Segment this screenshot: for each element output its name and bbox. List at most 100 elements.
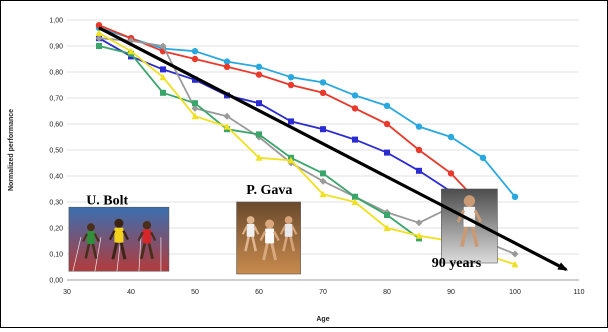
masters-runner-arm [291,226,298,235]
sprinter-arm [150,231,157,242]
data-point-series-5 [384,212,390,218]
x-axis-title: Age [316,316,329,323]
sprinter-head [87,223,95,232]
data-point-series-6 [287,156,295,164]
data-point-series-2 [255,71,263,78]
y-tick-label: 0,10 [49,252,63,259]
data-point-series-3 [288,118,294,125]
data-point-series-6 [383,224,391,231]
data-point-series-2 [95,22,103,29]
sprinter-torso [87,231,95,245]
data-point-series-1 [511,193,519,200]
elderly-runner-arm [473,209,483,223]
masters-runner-torso [246,223,255,237]
annotation-label: U. Bolt [86,194,128,209]
x-tick-label: 90 [447,289,455,296]
data-point-series-2 [287,81,295,89]
annotation-label: P. Gava [246,183,292,198]
x-tick-label: 100 [509,289,521,296]
masters-runner-arm [253,226,260,235]
sprinter-leg [111,242,119,260]
data-point-series-1 [223,58,231,65]
series-line-2 [98,24,484,208]
data-point-series-1 [191,48,199,55]
line-chart: 0,00 0,10 0,20 0,30 0,40 0,50 0,60 0,70 0,80 0,90… [8,18,585,324]
masters-runner-arm [241,226,248,235]
data-point-series-3 [384,149,390,156]
data-point-series-6 [223,123,231,130]
masters-runner-leg [270,243,278,261]
data-point-series-2 [351,105,359,112]
data-point-series-1 [447,133,455,141]
data-point-series-4 [415,219,423,227]
data-point-series-6 [159,73,167,81]
masters-runner-arm [273,230,280,242]
y-tick-label: 0,30 [49,200,63,207]
data-point-series-4 [223,112,231,120]
sprinter-leg [139,243,147,260]
y-tick-label: 0,50 [49,148,63,155]
data-point-series-5 [96,43,102,49]
elderly-runner-photo [441,188,498,264]
masters-runner-torso [284,223,293,237]
x-tick-label: 40 [127,289,135,296]
data-point-series-1 [383,102,391,110]
y-tick-label: 0,80 [49,70,63,77]
track-lane-line [116,237,122,272]
data-point-series-1 [479,154,487,161]
x-tick-label: 80 [383,289,391,296]
y-tick-label: 0,60 [49,122,63,129]
sprinter-leg [84,243,91,259]
masters-runner-head [284,216,293,224]
sprinter-arm [122,230,129,241]
sprinter-arm [82,233,88,242]
annotation-label: 90 years [432,256,482,271]
data-point-series-6 [351,198,359,205]
masters-runner-head [246,216,255,224]
data-point-series-4 [95,34,103,42]
sprinter-torso [114,227,124,243]
trend-arrow [98,26,568,272]
x-tick-label: 70 [319,289,327,296]
data-point-series-6 [415,232,423,239]
data-point-series-2 [415,146,423,154]
y-axis-title: Normalized performance [8,109,15,191]
data-point-series-4 [319,177,327,185]
masters-runner-leg [244,236,250,252]
masters-runner-torso [265,228,275,244]
data-point-series-2 [447,170,455,177]
x-tick-label: 60 [255,289,263,296]
axes: 0,00 0,10 0,20 0,30 0,40 0,50 0,60 0,70 0,80 0,90… [8,18,585,324]
data-point-series-1 [255,63,263,70]
masters-runner-leg [289,236,296,252]
sprinters-photo [68,206,170,272]
data-point-series-5 [320,170,326,177]
data-point-series-3 [352,136,358,143]
data-point-series-4 [159,42,167,50]
sprinter-leg [91,243,98,259]
data-point-series-6 [95,29,103,36]
data-point-series-6 [191,112,199,120]
data-point-series-3 [320,126,326,133]
masters-runners-photo [236,201,301,275]
x-tick-label: 110 [573,289,584,296]
masters-runner-arm [259,230,267,242]
y-tick-label: 0,90 [49,44,63,51]
data-point-series-5 [256,131,262,138]
data-point-series-3 [256,100,262,107]
sprinter-arm [137,231,144,242]
series-line-1 [98,26,516,198]
y-tick-label: 0,70 [49,96,63,103]
data-point-series-5 [160,89,166,96]
data-point-series-6 [255,154,263,161]
masters-runner-leg [282,236,288,252]
series-lines [95,22,519,268]
data-point-series-2 [191,55,199,63]
data-point-series-6 [319,190,327,198]
data-point-series-2 [319,89,327,97]
sprinter-torso [142,229,152,244]
data-point-series-5 [192,100,198,107]
x-tick-label: 50 [191,289,199,296]
data-point-series-1 [287,74,295,81]
